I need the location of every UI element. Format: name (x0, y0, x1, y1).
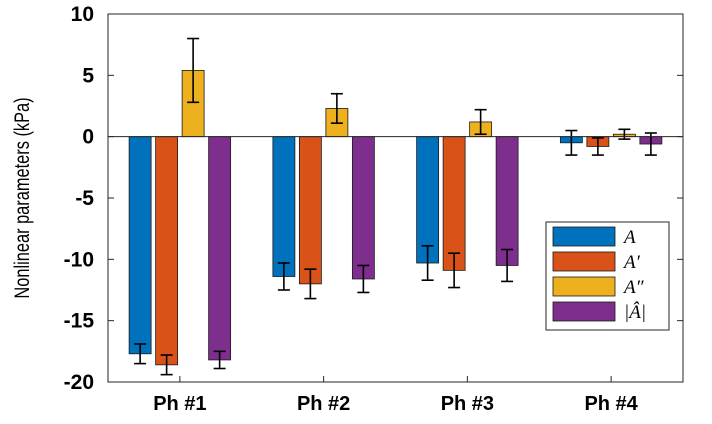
legend-swatch (552, 226, 616, 247)
bar (351, 136, 375, 280)
y-tick-label: 0 (82, 126, 94, 149)
x-tick-label: Ph #1 (153, 393, 206, 415)
y-tick-label: 10 (71, 3, 94, 26)
bar (155, 136, 179, 366)
y-axis-label: Nonlinear parameters (kPa) (10, 97, 33, 298)
legend-swatch (552, 276, 616, 297)
y-tick-label: -5 (75, 187, 94, 210)
bar (272, 136, 296, 277)
y-tick-label: -15 (64, 310, 95, 333)
bar (298, 136, 322, 285)
y-tick-label: 5 (82, 64, 94, 87)
legend-swatch (552, 251, 616, 272)
bar (442, 136, 466, 271)
legend-swatch (552, 301, 616, 322)
y-tick-label: -10 (64, 248, 94, 271)
x-tick-label: Ph #2 (297, 393, 350, 415)
legend: A A′ A″ |Â| (545, 221, 670, 331)
legend-label: A″ (622, 277, 645, 298)
x-tick-label: Ph #3 (441, 393, 494, 415)
bar (495, 136, 519, 266)
bar (416, 136, 440, 264)
y-tick-label: -20 (64, 371, 94, 394)
legend-label: A′ (622, 252, 641, 273)
bar (128, 136, 152, 355)
bar (208, 136, 232, 361)
legend-label: |Â| (624, 301, 646, 323)
x-tick-label: Ph #4 (584, 393, 638, 415)
legend-label: A (622, 227, 636, 248)
